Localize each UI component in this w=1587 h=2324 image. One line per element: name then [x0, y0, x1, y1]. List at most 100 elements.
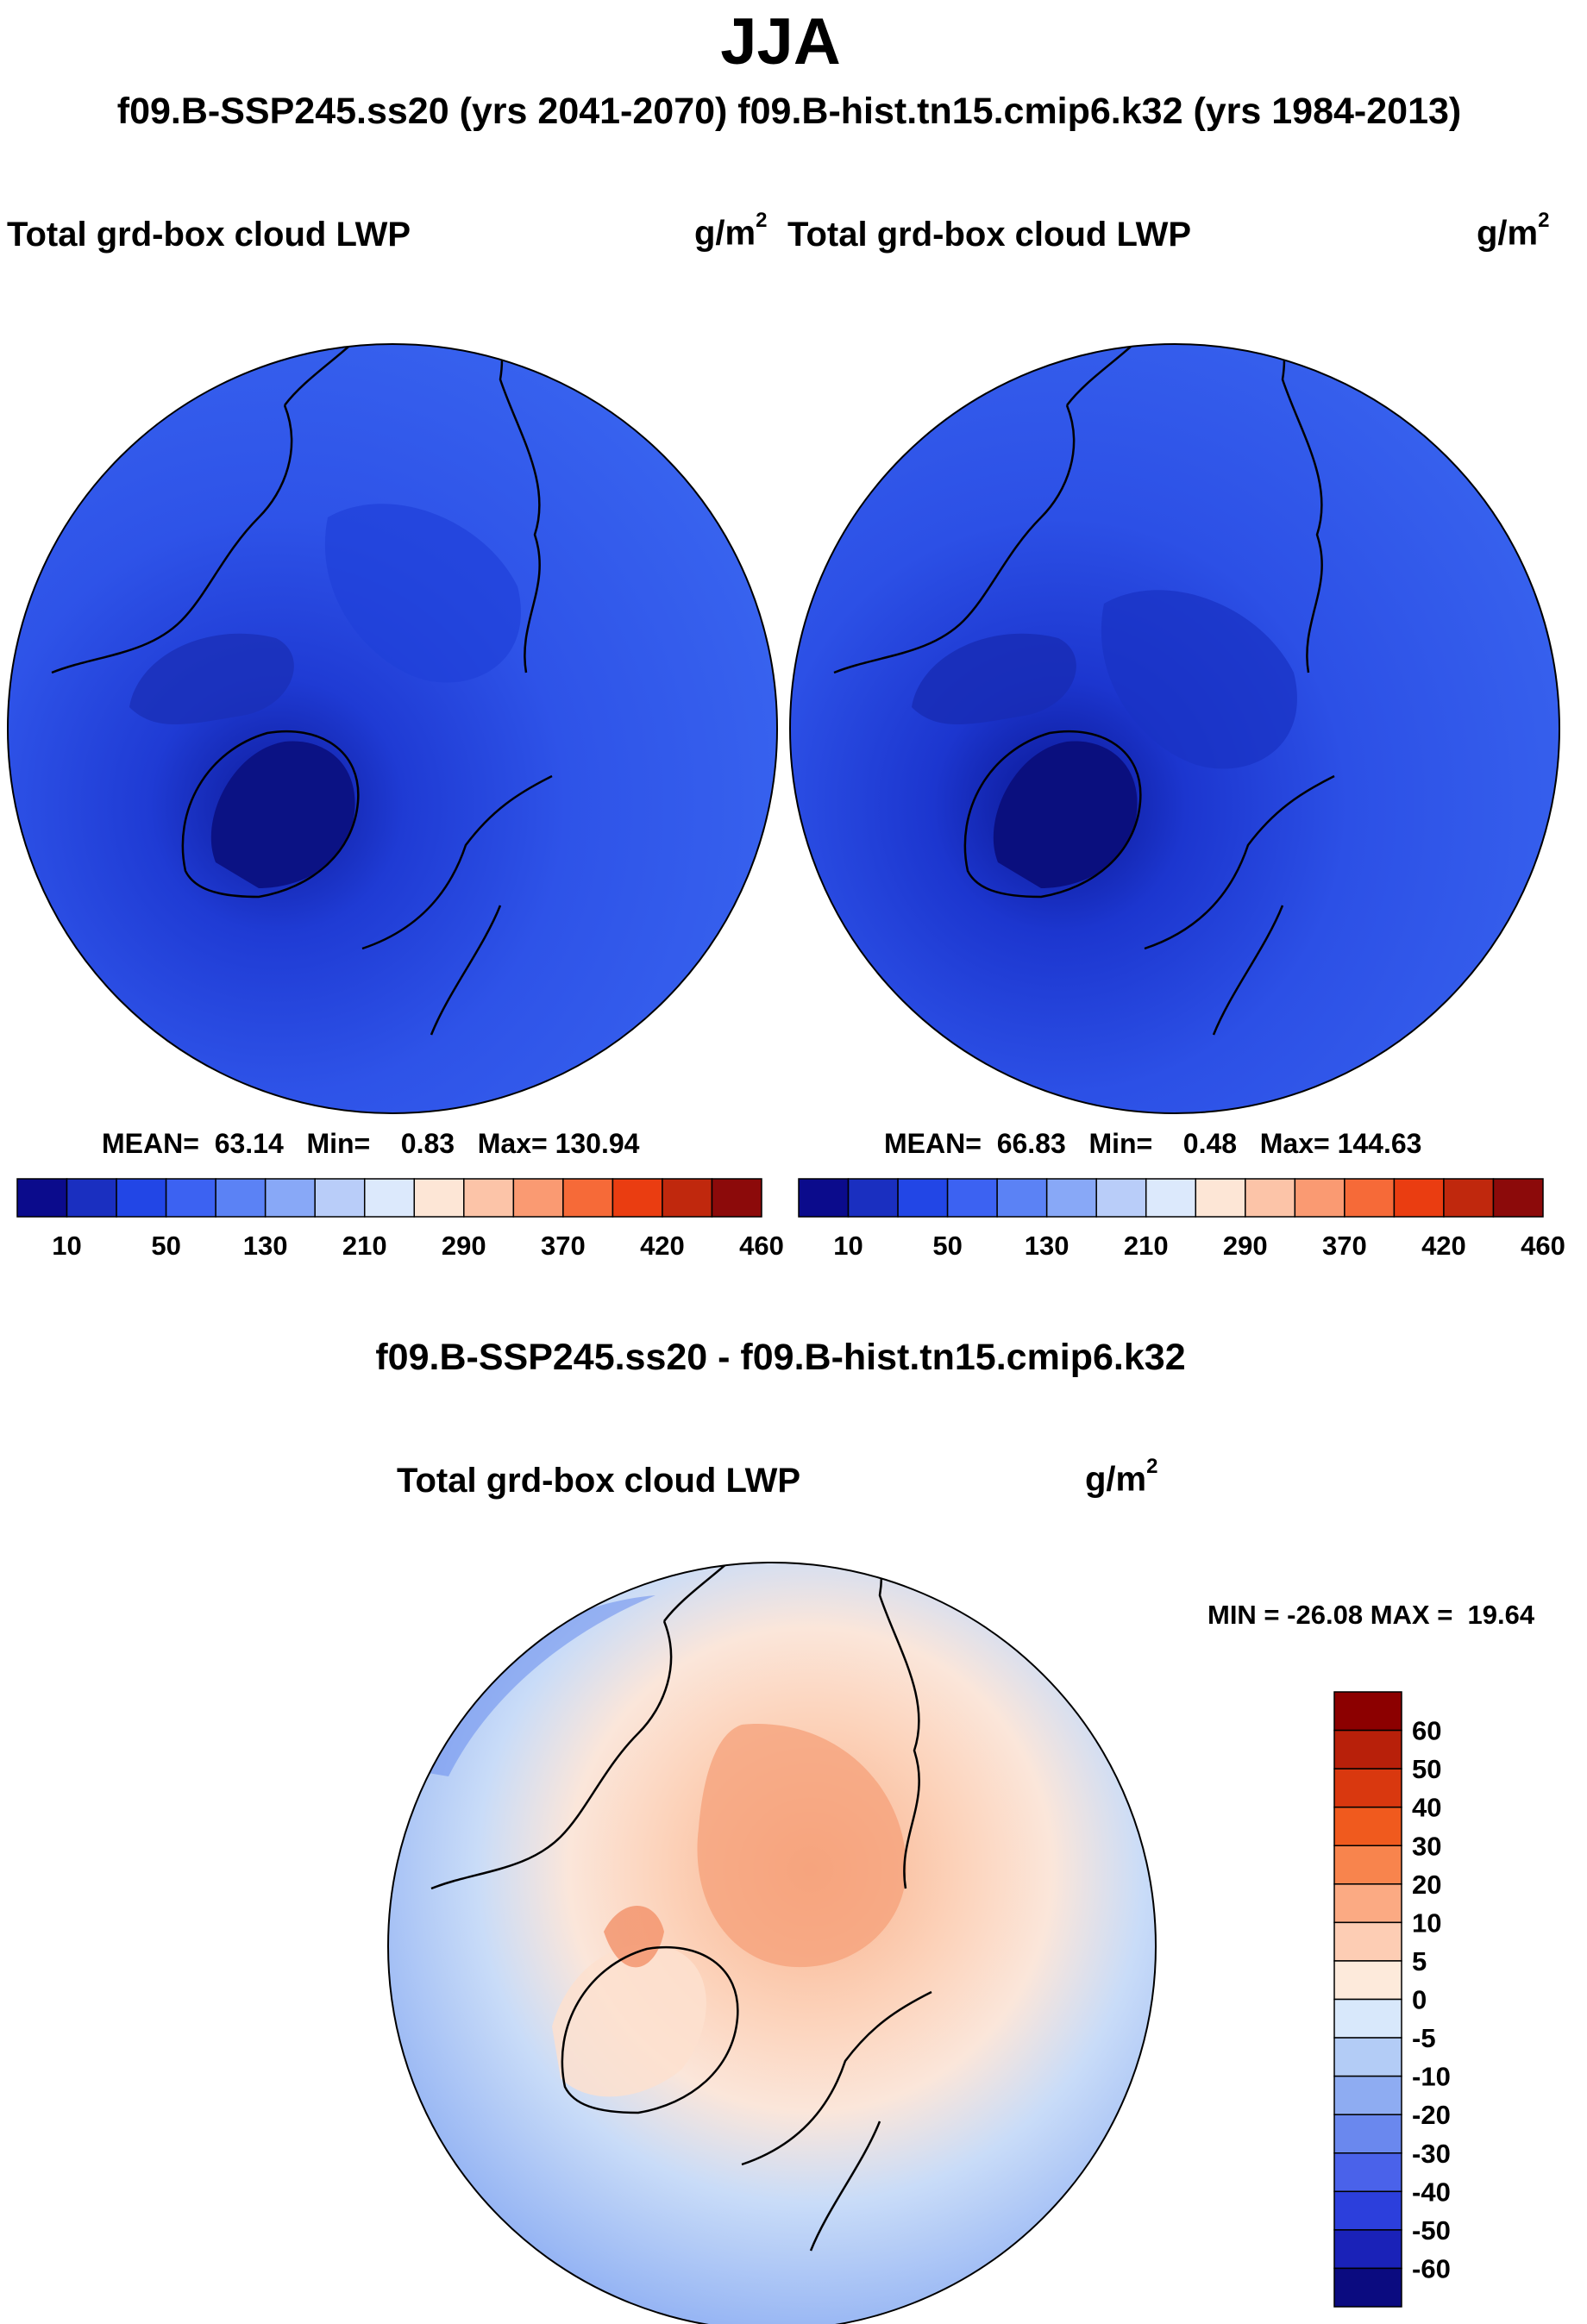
colorbar3-box: [1333, 1729, 1402, 1770]
colorbar3-box: [1333, 2190, 1402, 2231]
colorbar3: [1333, 1691, 1402, 2308]
panel2-variable-title: Total grd-box cloud LWP: [787, 216, 1192, 254]
colorbar2-box: [1393, 1178, 1445, 1218]
colorbar1-box: [215, 1178, 267, 1218]
colorbar3-box: [1333, 1768, 1402, 1808]
panel1-mean-label: MEAN=: [102, 1128, 199, 1159]
colorbar1-box: [711, 1178, 762, 1218]
colorbar3-box: [1333, 2152, 1402, 2193]
colorbar2-box: [946, 1178, 998, 1218]
colorbar3-box: [1333, 1921, 1402, 1962]
map1-border: [7, 343, 778, 1114]
colorbar2-box: [1095, 1178, 1147, 1218]
panel1-max-label: Max=: [477, 1128, 548, 1159]
panel2-mean-label: MEAN=: [884, 1128, 982, 1159]
map2-coastlines: [833, 344, 1335, 1036]
map1-coastlines: [51, 344, 553, 1036]
map2-arctic-archipelago-region: [912, 633, 1076, 724]
panel1-max-value: 130.94: [555, 1128, 640, 1159]
difference-min-label: MIN =: [1208, 1600, 1280, 1630]
panel2-min-value: 0.48: [1182, 1128, 1238, 1159]
colorbar1-box: [363, 1178, 416, 1218]
colorbar3-box: [1333, 1998, 1402, 2039]
colorbar2-label: 10: [833, 1231, 862, 1261]
map1-greenland-region: [210, 741, 355, 888]
colorbar3-label: -30: [1412, 2139, 1451, 2169]
colorbar3-box: [1333, 1806, 1402, 1846]
colorbar2-box: [1344, 1178, 1396, 1218]
colorbar3-label: -5: [1412, 2023, 1436, 2053]
colorbar2-label: 420: [1421, 1231, 1466, 1261]
difference-max-label: MAX =: [1370, 1600, 1453, 1630]
difference-units-base: g/m: [1085, 1460, 1147, 1499]
colorbar3-box: [1333, 2229, 1402, 2270]
panel1-units-exp: 2: [756, 209, 768, 232]
colorbar3-box: [1333, 2267, 1402, 2308]
map3-warming-core: [697, 1724, 906, 1968]
map3-greenland-region: [552, 1944, 706, 2097]
colorbar2-box: [996, 1178, 1048, 1218]
colorbar2-label: 50: [932, 1231, 962, 1261]
colorbar3-label: 40: [1412, 1793, 1441, 1823]
panel1-mean-value: 63.14: [214, 1128, 284, 1159]
map1-disk: [8, 344, 777, 1113]
colorbar3-label: 5: [1412, 1946, 1427, 1976]
colorbar1-box: [165, 1178, 216, 1218]
figure-subtitle: f09.B-SSP245.ss20 (yrs 2041-2070) f09.B-…: [116, 91, 1462, 132]
panel2-mean-value: 66.83: [996, 1128, 1066, 1159]
panel2-max-value: 144.63: [1337, 1128, 1422, 1159]
colorbar3-label: -10: [1412, 2062, 1451, 2092]
colorbar3-label: 30: [1412, 1831, 1441, 1861]
colorbar2-label: 370: [1322, 1231, 1367, 1261]
colorbar2-box: [897, 1178, 949, 1218]
panel1-units: g/m2: [694, 209, 767, 253]
colorbar3-box: [1333, 2075, 1402, 2115]
colorbar1-box: [116, 1178, 167, 1218]
colorbar3-box: [1333, 2037, 1402, 2077]
difference-units-exp: 2: [1146, 1455, 1158, 1478]
colorbar1-box: [612, 1178, 663, 1218]
colorbar1-label: 370: [541, 1231, 586, 1261]
colorbar3-label: -50: [1412, 2215, 1451, 2246]
colorbar2-box: [1045, 1178, 1097, 1218]
panel2-max-label: Max=: [1259, 1128, 1330, 1159]
colorbar3-box: [1333, 1845, 1402, 1885]
map2-central-arctic-region: [1101, 590, 1297, 769]
map3-pacific-region: [397, 1595, 656, 1776]
colorbar1-box: [264, 1178, 316, 1218]
colorbar1: [16, 1178, 762, 1218]
colorbar1-box: [413, 1178, 465, 1218]
colorbar2-box: [1145, 1178, 1197, 1218]
panel2-stats: MEAN= 66.83 Min= 0.48 Max= 144.63: [884, 1128, 1421, 1160]
map1-arctic-archipelago-region: [129, 633, 294, 724]
panel1-variable-title: Total grd-box cloud LWP: [7, 216, 411, 254]
colorbar2-box: [847, 1178, 899, 1218]
difference-max-value: 19.64: [1467, 1600, 1535, 1630]
colorbar3-label: -60: [1412, 2253, 1451, 2283]
difference-title: f09.B-SSP245.ss20 - f09.B-hist.tn15.cmip…: [375, 1337, 1186, 1378]
colorbar2-label: 210: [1124, 1231, 1169, 1261]
colorbar2-labels: 10 50 130 210 290 370 420 460: [833, 1231, 1565, 1261]
difference-min-value: -26.08: [1287, 1600, 1364, 1630]
panel2-units: g/m2: [1477, 209, 1549, 253]
colorbar1-box: [512, 1178, 564, 1218]
colorbar1-box: [662, 1178, 713, 1218]
panel2-units-base: g/m: [1477, 214, 1539, 253]
difference-min-max: MIN = -26.08 MAX = 19.64: [1208, 1600, 1534, 1631]
colorbar1-box: [562, 1178, 614, 1218]
colorbar2-box: [1492, 1178, 1544, 1218]
colorbar3-label: -40: [1412, 2177, 1451, 2207]
map3-coastlines: [430, 1563, 932, 2252]
colorbar1-labels: 10 50 130 210 290 370 420 460: [52, 1231, 784, 1261]
colorbar2-label: 130: [1025, 1231, 1070, 1261]
colorbar2-box: [1195, 1178, 1246, 1218]
colorbar3-label: -20: [1412, 2100, 1451, 2130]
panel2-min-label: Min=: [1088, 1128, 1153, 1159]
colorbar2-label: 290: [1223, 1231, 1268, 1261]
panel1-min-value: 0.83: [400, 1128, 455, 1159]
colorbar3-label: 50: [1412, 1754, 1441, 1784]
map3-group: [387, 1562, 1157, 2324]
colorbar1-box: [66, 1178, 117, 1218]
colorbar1-box: [463, 1178, 515, 1218]
